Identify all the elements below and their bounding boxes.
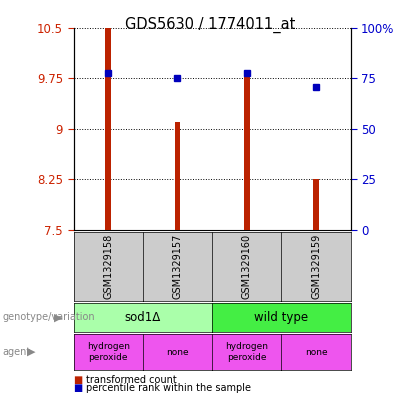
Text: GSM1329157: GSM1329157 — [173, 233, 182, 299]
Text: agent: agent — [2, 347, 30, 357]
Bar — [313, 179, 319, 230]
Text: percentile rank within the sample: percentile rank within the sample — [86, 383, 251, 393]
Bar — [105, 28, 111, 230]
Text: ▶: ▶ — [27, 347, 36, 357]
Text: sod1Δ: sod1Δ — [125, 311, 161, 324]
Text: genotype/variation: genotype/variation — [2, 312, 95, 322]
Bar — [175, 122, 180, 230]
Text: GSM1329159: GSM1329159 — [311, 233, 321, 299]
Text: GSM1329158: GSM1329158 — [103, 233, 113, 299]
Text: GDS5630 / 1774011_at: GDS5630 / 1774011_at — [125, 17, 295, 33]
Text: transformed count: transformed count — [86, 375, 177, 386]
Text: wild type: wild type — [255, 311, 308, 324]
Text: ■: ■ — [74, 375, 83, 386]
Text: hydrogen
peroxide: hydrogen peroxide — [87, 342, 130, 362]
Text: GSM1329160: GSM1329160 — [242, 234, 252, 299]
Text: ■: ■ — [74, 383, 83, 393]
Text: hydrogen
peroxide: hydrogen peroxide — [225, 342, 268, 362]
Text: ▶: ▶ — [54, 312, 62, 322]
Text: none: none — [305, 348, 327, 356]
Text: none: none — [166, 348, 189, 356]
Bar — [244, 72, 249, 230]
